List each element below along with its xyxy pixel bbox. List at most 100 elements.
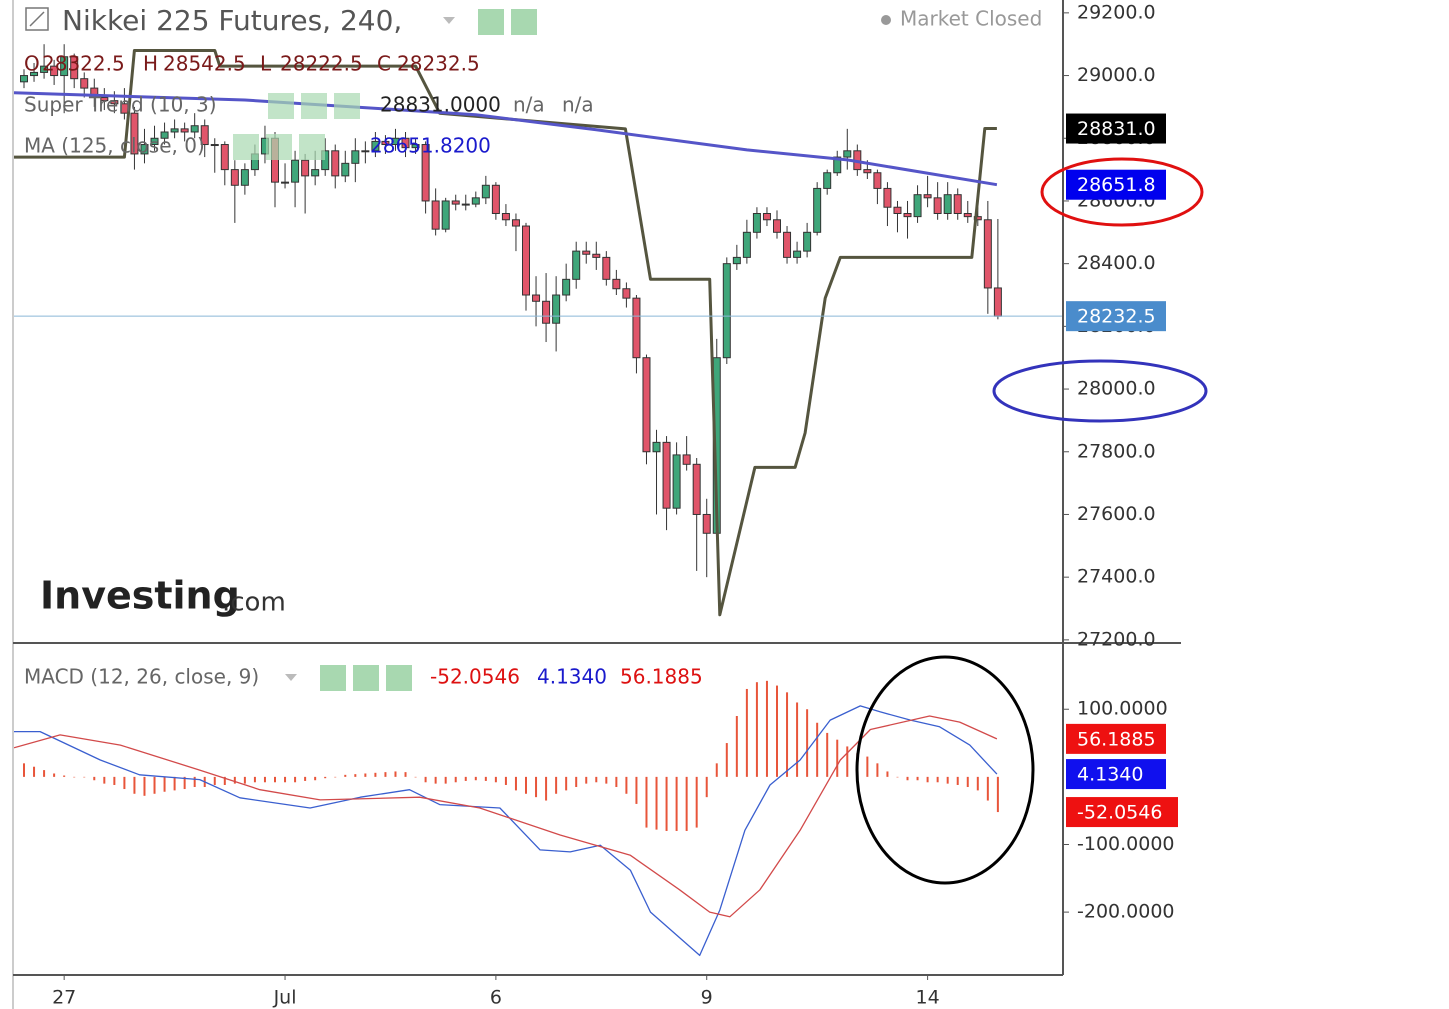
candle-body: [652, 441, 661, 453]
x-tick-label: 9: [701, 987, 713, 1009]
remove-icon[interactable]: [386, 665, 412, 691]
y-tick-label: 100.0000: [1077, 698, 1168, 720]
settings-icon[interactable]: [301, 93, 327, 119]
price-badge-label: 28232.5: [1077, 306, 1156, 328]
remove-icon[interactable]: [334, 93, 360, 119]
y-tick-label: 27200.0: [1077, 628, 1156, 650]
candle-body: [451, 200, 460, 205]
overlay: 29200.029000.028800.028600.028400.028200…: [52, 1, 1178, 1009]
candle-body: [582, 250, 591, 255]
price-badge: [1066, 113, 1166, 144]
candle-body: [522, 225, 530, 296]
histogram-bar: [545, 776, 548, 801]
price-badge: [1066, 301, 1166, 332]
eye-icon[interactable]: [268, 93, 294, 119]
candle-body: [893, 206, 902, 214]
histogram-bar: [986, 776, 989, 801]
histogram-bar: [354, 774, 357, 777]
candle-body: [762, 212, 771, 221]
settings-icon[interactable]: [511, 9, 537, 35]
histogram-bar: [274, 776, 276, 783]
candle-body: [401, 137, 410, 149]
candle-body: [431, 200, 440, 230]
histogram-bar: [645, 776, 648, 828]
histogram-bar: [334, 776, 337, 778]
legend-label: Super Trend (10, 3): [24, 93, 217, 117]
series-line: [14, 715, 998, 918]
histogram-bar: [786, 692, 789, 777]
candle-body: [672, 454, 681, 509]
legend-value: 28651.8200: [370, 134, 491, 158]
histogram-bar: [253, 776, 256, 783]
candle-body: [923, 194, 932, 199]
histogram-bar: [93, 776, 96, 781]
histogram-bar: [886, 771, 889, 777]
histogram-bar: [514, 776, 517, 791]
logo-name: Investing: [40, 574, 240, 618]
candle-body: [421, 144, 430, 202]
histogram-bar: [474, 776, 477, 781]
histogram-bar: [464, 776, 467, 781]
histogram-bar: [615, 776, 618, 788]
legend-value: 56.1885: [620, 665, 703, 689]
y-tick-label: 29000.0: [1077, 64, 1156, 86]
candle-body: [662, 441, 671, 509]
eye-icon[interactable]: [478, 9, 504, 35]
histogram-bar: [675, 776, 678, 831]
candle-body: [682, 454, 691, 465]
annotations: [855, 157, 1208, 885]
ohlc-legend: O 28322.5 H 28542.5 L 28222.5 C 28232.5: [24, 52, 480, 76]
histogram-bar: [193, 776, 196, 788]
collapse-icon-mark: [29, 11, 45, 27]
price-badge-label: 4.1340: [1077, 764, 1143, 786]
histogram-bar: [394, 771, 397, 777]
price-badge-label: 28831.0: [1077, 118, 1156, 140]
annotation-ellipse: [992, 359, 1208, 423]
histogram-bar: [123, 776, 126, 790]
candle-body: [240, 169, 249, 186]
dropdown-icon[interactable]: [443, 17, 455, 24]
legend-label: MACD (12, 26, close, 9): [24, 665, 259, 689]
annotation-ellipse: [1040, 157, 1204, 227]
candle-body: [903, 212, 912, 218]
candle-body: [140, 144, 149, 155]
candle-body: [471, 197, 480, 205]
candle-body: [70, 56, 79, 80]
histogram-bar: [936, 776, 939, 783]
candle-body: [481, 184, 490, 199]
candle-body: [50, 65, 59, 77]
candle-body: [511, 219, 520, 227]
remove-icon[interactable]: [299, 134, 325, 160]
y-tick-label: 27800.0: [1077, 440, 1156, 462]
eye-icon[interactable]: [233, 134, 259, 160]
candle-body: [281, 181, 290, 184]
histogram-bar: [755, 682, 758, 777]
settings-icon[interactable]: [353, 665, 379, 691]
candle-body: [491, 184, 500, 214]
y-tick-label: 28000.0: [1077, 378, 1156, 400]
candle-body: [341, 162, 350, 177]
candle-body: [210, 144, 219, 147]
histogram-bar: [233, 776, 236, 784]
candle-body: [321, 150, 330, 171]
dropdown-icon[interactable]: [285, 674, 297, 681]
legend-value: 4.1340: [537, 665, 607, 689]
series-line: [14, 91, 998, 187]
histogram-bar: [715, 763, 718, 777]
histogram-bar: [575, 776, 578, 788]
histogram-bar: [735, 716, 738, 777]
candle-body: [411, 144, 420, 149]
histogram-bar: [796, 702, 799, 777]
candle-body: [873, 172, 882, 189]
histogram-bar: [294, 776, 297, 783]
settings-icon[interactable]: [266, 134, 292, 160]
candle-body: [361, 150, 370, 153]
candle-body: [351, 150, 360, 164]
histogram-bar: [966, 776, 969, 788]
eye-icon[interactable]: [320, 665, 346, 691]
candle-body: [532, 294, 541, 302]
histogram-bar: [916, 776, 919, 781]
candle-body: [150, 137, 159, 146]
